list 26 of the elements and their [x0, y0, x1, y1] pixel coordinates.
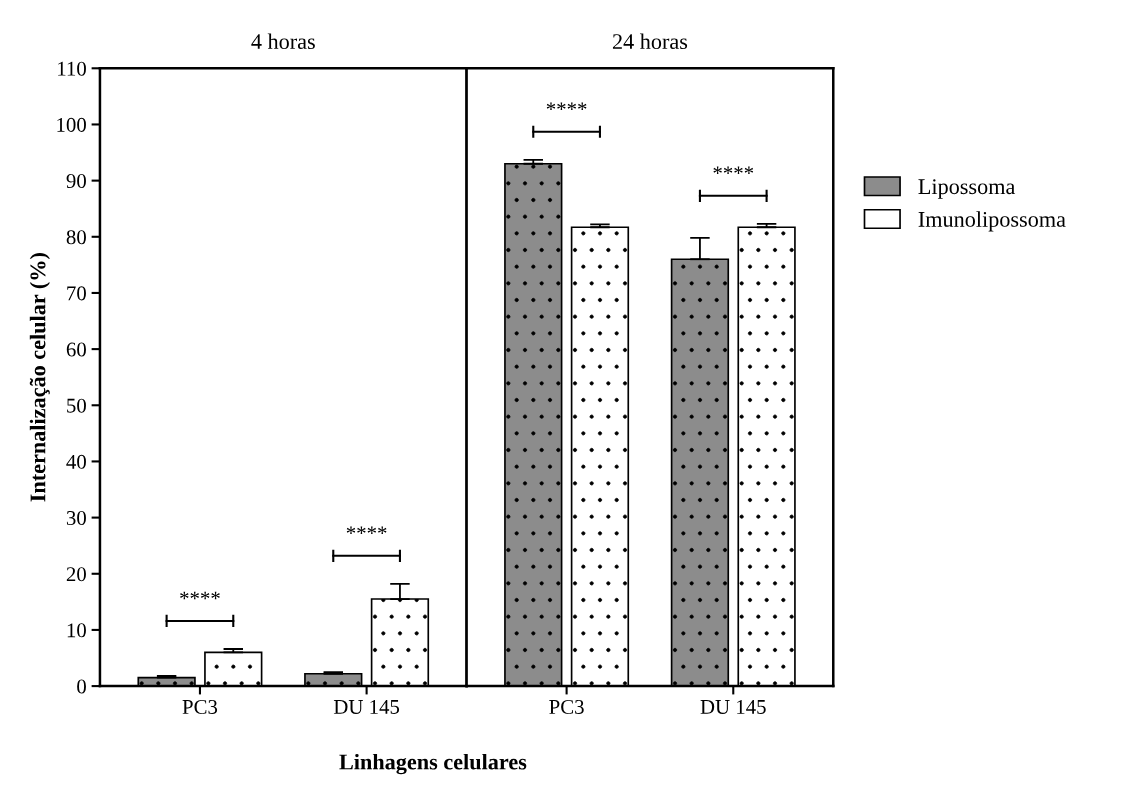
legend-label: Imunolipossoma [918, 211, 1066, 232]
y-tick-label: 100 [57, 117, 86, 132]
y-tick-label: 10 [67, 623, 86, 638]
x-tick-label: PC3 [549, 699, 584, 714]
y-axis-title: Internalização celular (%) [29, 253, 50, 502]
annotation: **** [546, 102, 587, 111]
annotation: **** [346, 526, 387, 535]
annotation: **** [713, 166, 754, 175]
y-tick-label: 90 [66, 174, 86, 189]
y-tick-label: 30 [66, 510, 86, 526]
x-tick-label: PC3 [182, 699, 218, 714]
x-tick-label: DU 145 [333, 699, 400, 714]
y-tick-label: 80 [66, 230, 86, 245]
y-tick-label: 60 [66, 342, 86, 357]
y-tick-label: 50 [67, 398, 86, 413]
y-tick-label: 110 [58, 61, 86, 76]
chart-title: 4 horas [251, 33, 315, 50]
x-tick-label: DU 145 [700, 699, 766, 714]
y-tick-label: 0 [77, 679, 86, 694]
y-tick-label: 20 [66, 567, 86, 582]
y-tick-label: 70 [67, 286, 86, 301]
y-tick-label: 40 [66, 454, 86, 469]
chart-title: 24 horas [612, 33, 688, 50]
x-axis-title: Linhagens celulares [339, 753, 527, 775]
annotation: **** [180, 591, 220, 600]
legend-label: Lipossoma [918, 179, 1016, 199]
